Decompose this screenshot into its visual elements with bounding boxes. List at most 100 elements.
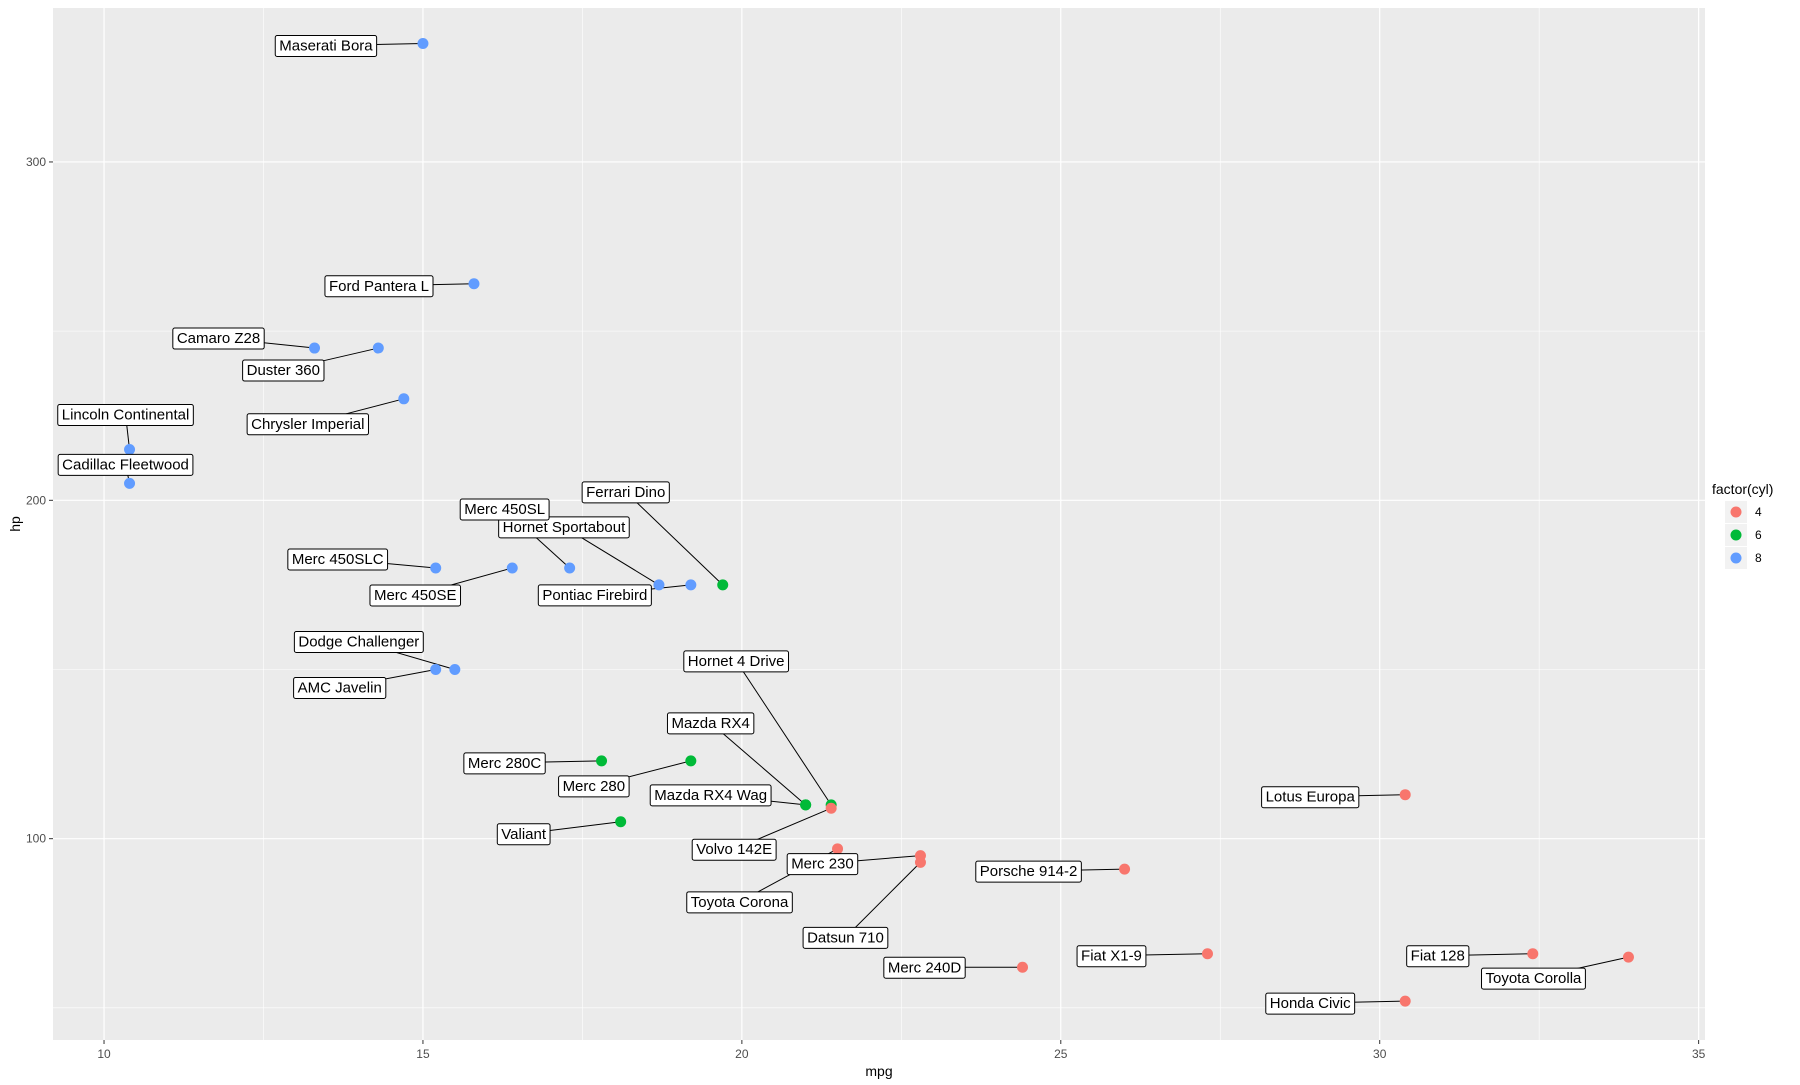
- y-tick-label: 100: [26, 832, 46, 846]
- point-label-text: Mazda RX4: [671, 715, 749, 732]
- legend-key: [1730, 552, 1742, 564]
- point-label-box: [537, 584, 652, 607]
- point-label-box: [293, 630, 424, 653]
- point-label: Chrysler Imperial: [246, 413, 369, 436]
- point-label-text: Toyota Corona: [691, 894, 789, 911]
- point-label: Valiant: [496, 823, 551, 846]
- point-label-box: [324, 275, 434, 298]
- point-label-box: [1481, 967, 1586, 990]
- data-point: [372, 342, 384, 354]
- grid-major: [53, 8, 1705, 1040]
- data-point: [1399, 995, 1411, 1007]
- point-label: Merc 280: [558, 775, 630, 798]
- point-label-text: Merc 280: [563, 778, 626, 795]
- point-label-text: Chrysler Imperial: [251, 416, 364, 433]
- point-label: Hornet Sportabout: [498, 516, 630, 539]
- point-label: Pontiac Firebird: [537, 584, 652, 607]
- point-label-text: Lincoln Continental: [62, 407, 190, 424]
- data-point: [124, 444, 136, 456]
- data-point: [430, 663, 442, 675]
- point-label: Merc 450SE: [369, 584, 462, 607]
- point-label: Datsun 710: [802, 926, 889, 949]
- point-label-text: Toyota Corolla: [1486, 970, 1583, 987]
- point-label: Porsche 914-2: [975, 860, 1082, 883]
- point-label-text: Merc 240D: [888, 959, 962, 976]
- data-point: [1622, 951, 1634, 963]
- point-label-text: Valiant: [501, 826, 547, 843]
- y-tick-label: 300: [26, 155, 46, 169]
- point-label-box: [498, 516, 630, 539]
- point-label-text: Ford Pantera L: [329, 278, 429, 295]
- point-label: Fiat X1-9: [1076, 945, 1147, 968]
- data-point: [468, 278, 480, 290]
- point-label: Lotus Europa: [1261, 786, 1360, 809]
- point-label-box: [1076, 945, 1147, 968]
- point-label: Mazda RX4: [666, 712, 755, 735]
- point-label: Volvo 142E: [691, 838, 777, 861]
- data-point: [596, 755, 608, 767]
- point-label-box: [649, 784, 772, 807]
- point-label-box: [786, 853, 859, 876]
- data-point: [124, 477, 136, 489]
- label-connector: [625, 491, 724, 586]
- data-point: [717, 579, 729, 591]
- x-tick-label: 25: [1054, 1047, 1068, 1061]
- point-label-text: Hornet Sportabout: [503, 519, 626, 536]
- point-label-text: Volvo 142E: [696, 841, 772, 858]
- point-label-text: Merc 450SL: [464, 501, 545, 518]
- point-label-box: [57, 404, 194, 427]
- point-label: Ford Pantera L: [324, 275, 434, 298]
- y-tick-label: 200: [26, 493, 46, 507]
- point-label-box: [686, 891, 793, 914]
- point-label-text: Cadillac Fleetwood: [62, 456, 189, 473]
- legend: factor(cyl) 4 6 8: [1712, 481, 1773, 569]
- point-label-box: [274, 35, 378, 58]
- point-label-box: [57, 453, 194, 476]
- data-point: [685, 579, 697, 591]
- label-connector: [845, 862, 921, 938]
- point-label-box: [558, 775, 630, 798]
- x-tick-label: 10: [97, 1047, 111, 1061]
- x-tick-label: 20: [735, 1047, 749, 1061]
- label-connector: [735, 660, 832, 806]
- legend-key: [1730, 529, 1742, 541]
- point-label: Camaro Z28: [172, 327, 265, 350]
- point-label: Merc 230: [786, 853, 859, 876]
- point-label: Duster 360: [242, 359, 325, 382]
- point-label-box: [242, 359, 325, 382]
- point-label-text: Pontiac Firebird: [542, 587, 647, 604]
- legend-title: factor(cyl): [1712, 481, 1773, 497]
- point-label-text: Porsche 914-2: [980, 863, 1078, 880]
- data-point: [653, 579, 665, 591]
- point-label-text: Fiat 128: [1411, 948, 1465, 965]
- x-tick-label: 30: [1373, 1047, 1387, 1061]
- point-label: Dodge Challenger: [293, 630, 424, 653]
- x-tick-label: 35: [1692, 1047, 1706, 1061]
- point-label-text: Ferrari Dino: [586, 484, 665, 501]
- point-label: Cadillac Fleetwood: [57, 453, 194, 476]
- legend-key: [1730, 506, 1742, 518]
- axes: 10 15 20 25 30 35 100 200 300: [26, 155, 1706, 1061]
- legend-label: 8: [1755, 551, 1762, 565]
- point-label-box: [369, 584, 462, 607]
- point-label-box: [1265, 992, 1356, 1015]
- data-point: [309, 342, 321, 354]
- data-point: [1527, 948, 1539, 960]
- data-point: [430, 562, 442, 574]
- data-points: [124, 38, 1634, 1007]
- point-label: Merc 240D: [883, 956, 966, 979]
- point-label: Lincoln Continental: [57, 404, 194, 427]
- point-labels: Mazda RX4 Mazda RX4 Wag Datsun 710 Hornet 4…: [57, 35, 1586, 1015]
- x-axis-title: mpg: [865, 1063, 892, 1079]
- point-label-box: [463, 752, 546, 775]
- point-label-text: AMC Javelin: [298, 679, 382, 696]
- point-label-text: Lotus Europa: [1266, 789, 1356, 806]
- point-label-text: Camaro Z28: [177, 330, 260, 347]
- point-label: Toyota Corolla: [1481, 967, 1586, 990]
- point-label-box: [802, 926, 889, 949]
- point-label-box: [581, 481, 670, 504]
- point-label: Fiat 128: [1406, 945, 1470, 968]
- point-label-text: Fiat X1-9: [1081, 948, 1142, 965]
